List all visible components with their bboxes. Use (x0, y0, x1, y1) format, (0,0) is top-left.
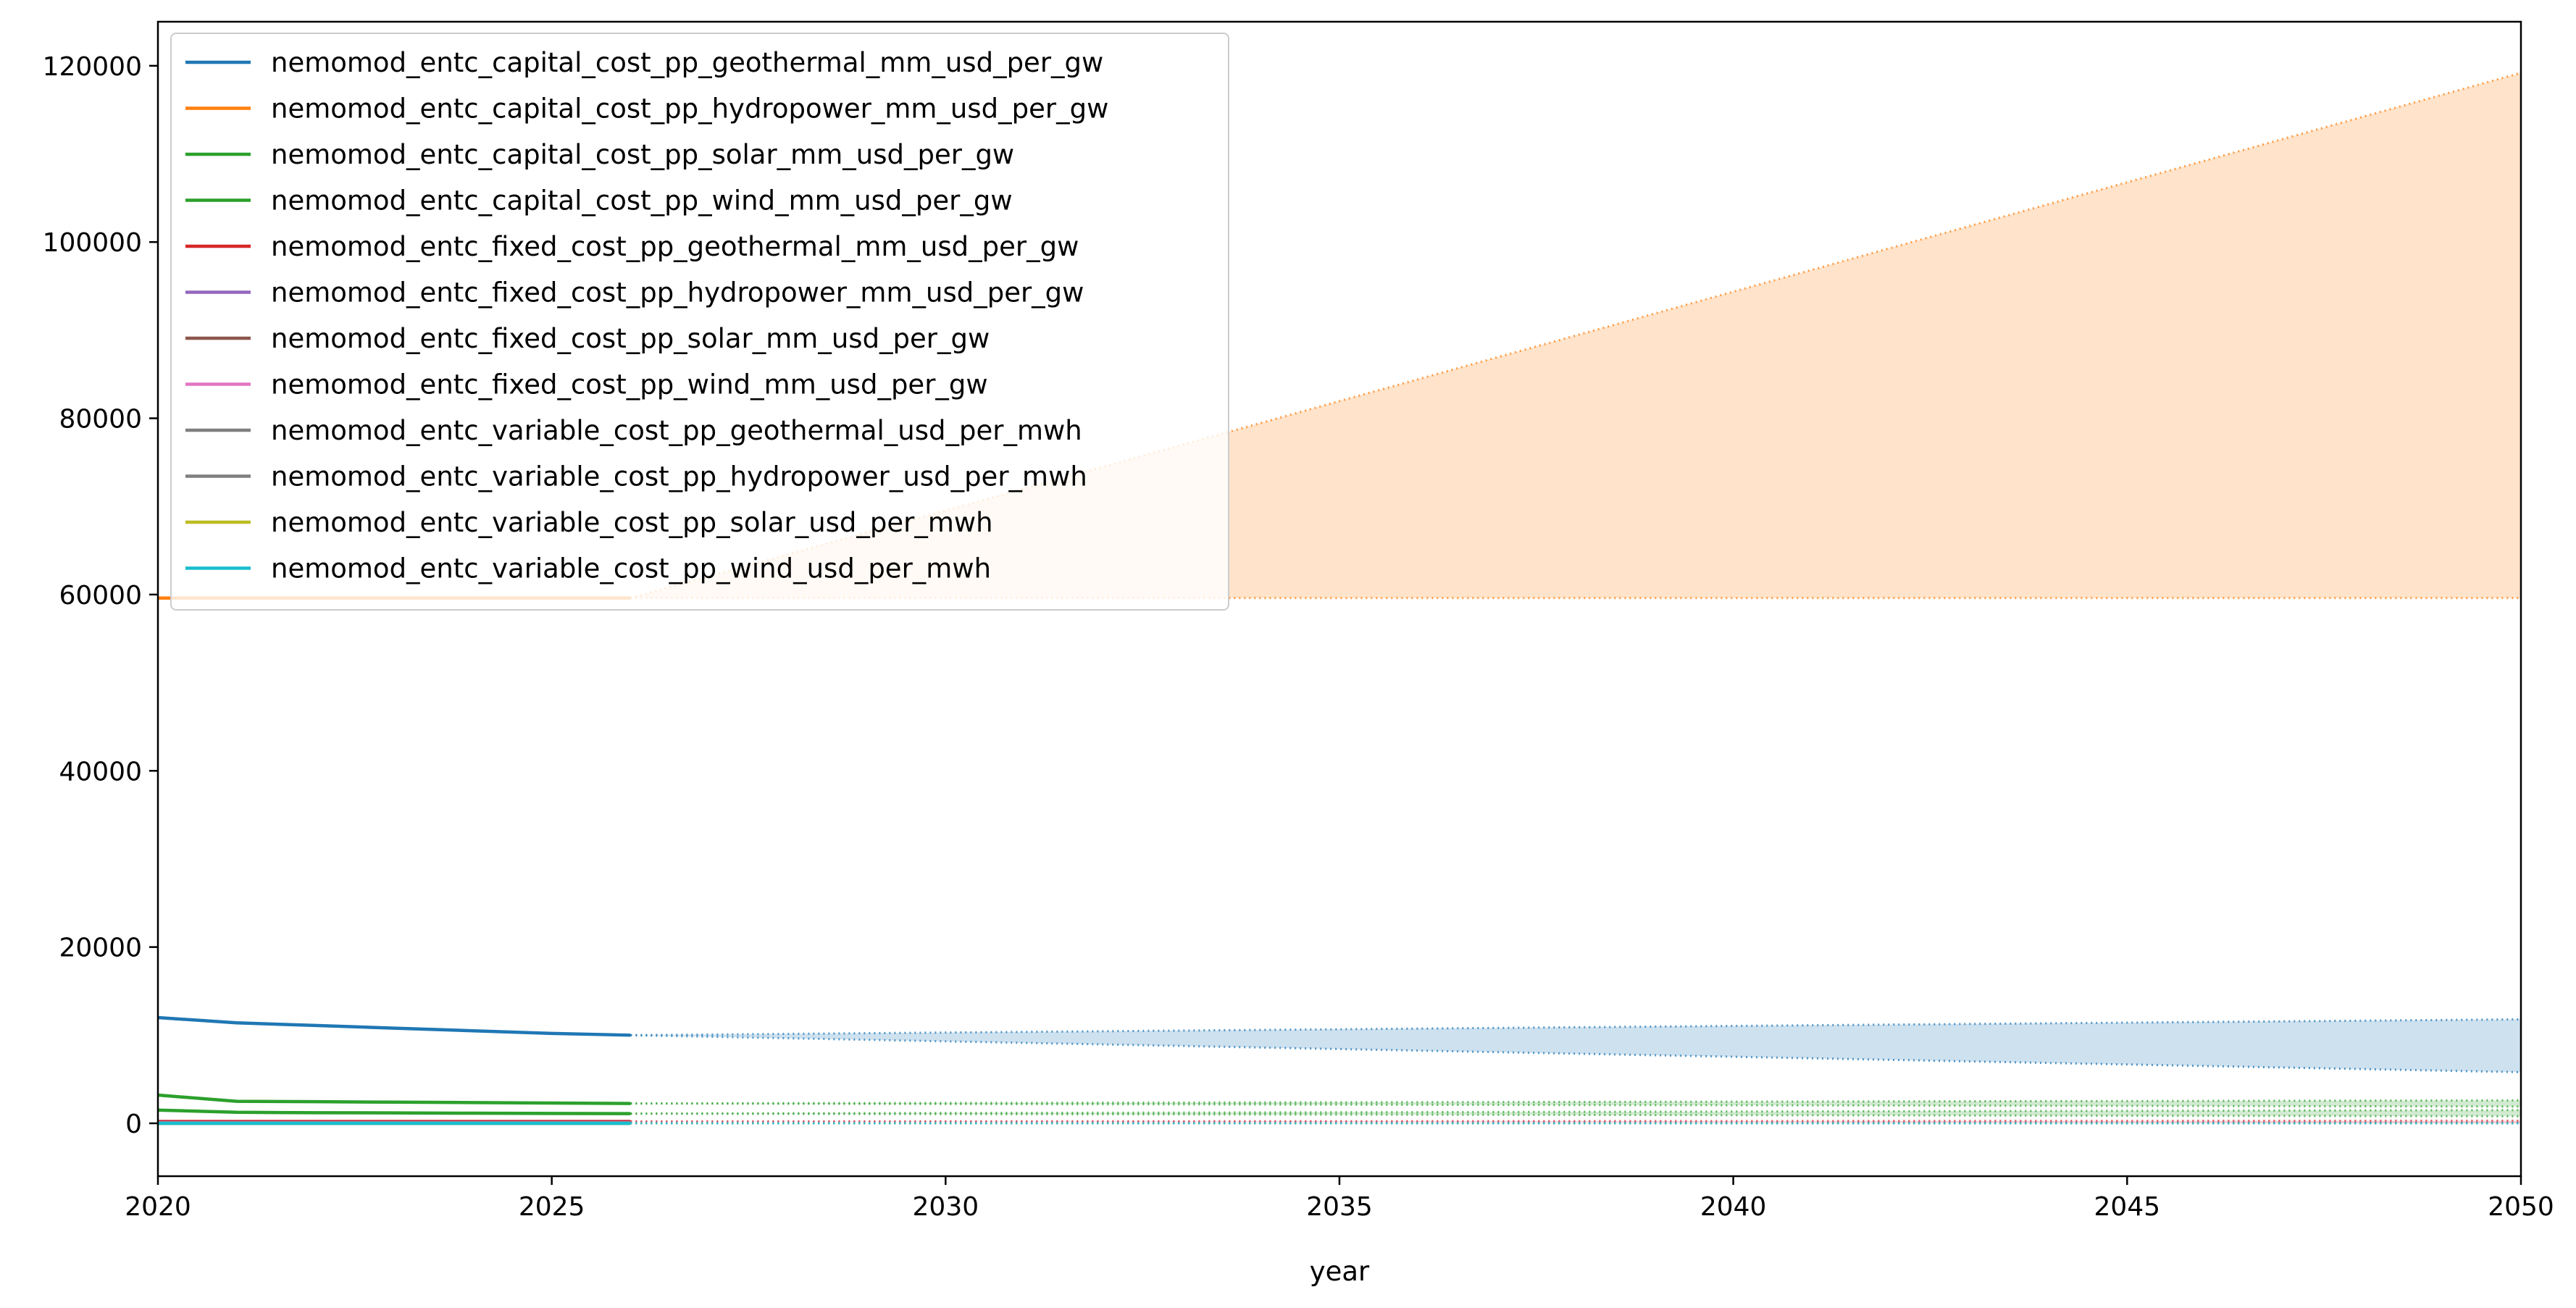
band-nemomod-entc-capital-cost-pp-geothermal-mm-usd-per-gw (630, 1019, 2522, 1073)
legend-label: nemomod_entc_variable_cost_pp_wind_usd_p… (271, 553, 991, 584)
x-axis: 2020 2025 2030 2035 2040 2045 2050 (125, 1176, 2554, 1222)
line-nemomod-entc-capital-cost-pp-geothermal-mm-usd-per-gw (157, 1015, 631, 1037)
band-upper-nemomod-entc-capital-cost-pp-geothermal-mm-usd-per-gw (630, 1018, 2522, 1036)
band-nemomod-entc-fixed-cost-pp-geothermal-mm-usd-per-gw (630, 1120, 2522, 1123)
legend-label: nemomod_entc_capital_cost_pp_hydropower_… (271, 93, 1108, 125)
legend-box (170, 33, 1229, 611)
x-tick-label: 2050 (2488, 1192, 2554, 1222)
y-tick-label: 80000 (59, 405, 142, 435)
legend-label: nemomod_entc_fixed_cost_pp_hydropower_mm… (271, 277, 1084, 309)
line-nemomod-entc-capital-cost-pp-wind-mm-usd-per-gw (157, 1108, 631, 1115)
y-axis: 0 20000 40000 60000 80000 100000 120000 (43, 52, 158, 1139)
projection-bands (630, 72, 2522, 1125)
band-nemomod-entc-capital-cost-pp-solar-mm-usd-per-gw (630, 1100, 2522, 1107)
x-axis-label: year (1310, 1256, 1370, 1287)
y-tick-label: 40000 (59, 757, 142, 787)
legend-label: nemomod_entc_fixed_cost_pp_wind_mm_usd_p… (271, 369, 988, 401)
legend-label: nemomod_entc_variable_cost_pp_hydropower… (271, 461, 1087, 492)
x-tick-label: 2030 (913, 1192, 979, 1222)
x-tick-label: 2020 (125, 1192, 191, 1222)
band-nemomod-entc-capital-cost-pp-wind-mm-usd-per-gw (630, 1110, 2522, 1117)
band-lower-nemomod-entc-capital-cost-pp-wind-mm-usd-per-gw (630, 1112, 2522, 1118)
legend-label: nemomod_entc_variable_cost_pp_geothermal… (271, 415, 1082, 446)
band-lower-nemomod-entc-capital-cost-pp-geothermal-mm-usd-per-gw (630, 1034, 2522, 1073)
x-tick-label: 2040 (1700, 1192, 1767, 1222)
legend-label: nemomod_entc_fixed_cost_pp_geothermal_mm… (271, 231, 1079, 262)
y-tick-label: 60000 (59, 581, 142, 611)
x-tick-label: 2025 (519, 1192, 585, 1222)
line-nemomod-entc-capital-cost-pp-solar-mm-usd-per-gw (157, 1093, 631, 1105)
legend-label: nemomod_entc_fixed_cost_pp_solar_mm_usd_… (271, 323, 990, 354)
y-tick-label: 20000 (59, 934, 142, 963)
y-tick-label: 0 (125, 1110, 142, 1139)
legend-label: nemomod_entc_variable_cost_pp_solar_usd_… (271, 507, 993, 538)
legend-label: nemomod_entc_capital_cost_pp_wind_mm_usd… (271, 185, 1013, 217)
y-tick-label: 120000 (43, 52, 142, 82)
x-tick-label: 2035 (1306, 1192, 1373, 1222)
band-lower-nemomod-entc-capital-cost-pp-solar-mm-usd-per-gw (630, 1102, 2522, 1108)
legend: nemomod_entc_capital_cost_pp_geothermal_… (170, 33, 1229, 611)
x-tick-label: 2045 (2094, 1192, 2161, 1222)
legend-label: nemomod_entc_capital_cost_pp_geothermal_… (271, 47, 1103, 78)
y-tick-label: 100000 (43, 228, 142, 258)
legend-label: nemomod_entc_capital_cost_pp_solar_mm_us… (271, 139, 1014, 170)
